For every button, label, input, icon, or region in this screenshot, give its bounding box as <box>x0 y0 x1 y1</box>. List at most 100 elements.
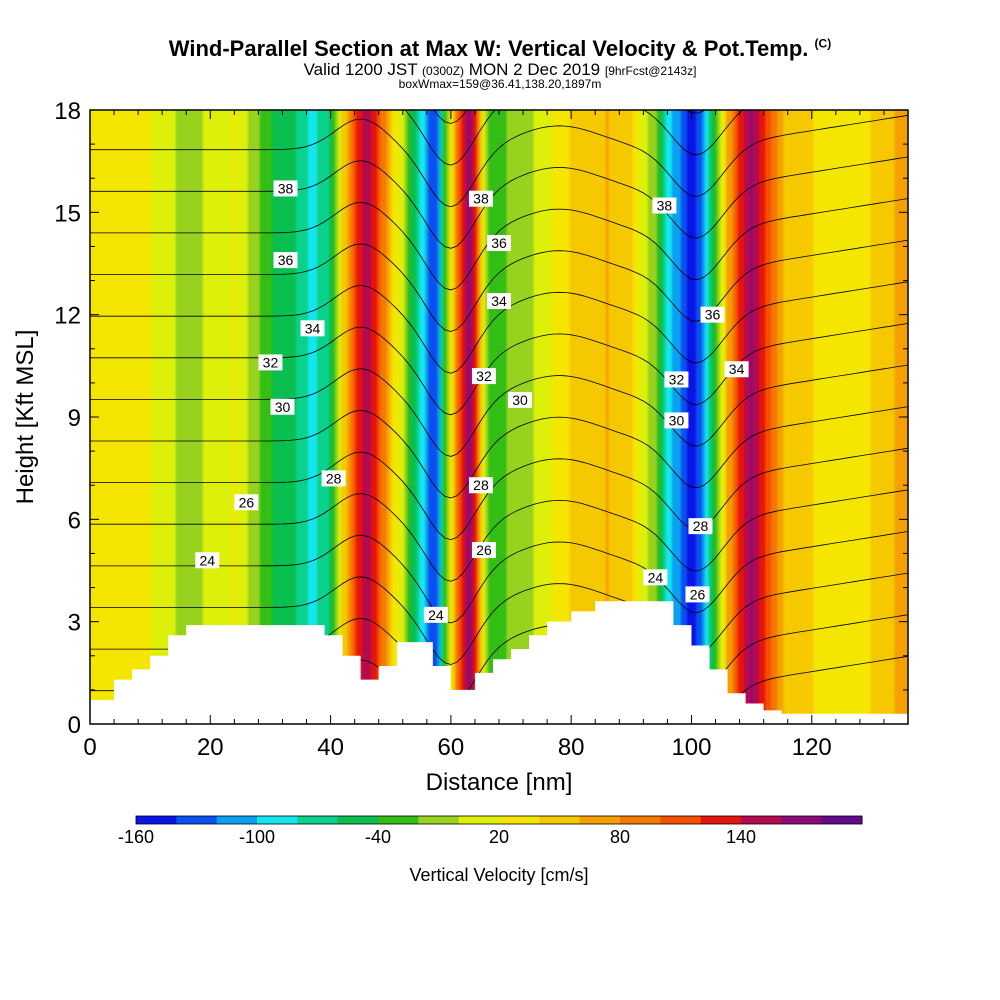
y-tick-label: 3 <box>68 610 81 637</box>
contour-label-text: 34 <box>729 361 745 377</box>
theta-contour-line <box>90 406 908 499</box>
contour-label-bg <box>195 552 220 569</box>
contour-label: 34 <box>487 293 511 310</box>
colorbar-swatch <box>660 816 702 824</box>
contour-label: 34 <box>724 361 749 378</box>
colorbar-swatch <box>297 816 339 824</box>
colorbar-swatch <box>539 816 581 824</box>
contour-labels: 38 36 34 32 30 28 26 24 38 36 34 32 30 28 26 24 38 36 34 32… <box>195 180 749 623</box>
contour-label-bg <box>487 235 511 252</box>
contour-label-text: 38 <box>278 180 294 196</box>
contour-label-text: 36 <box>278 252 294 268</box>
colorbar-tick-label: 20 <box>489 827 509 847</box>
contour-label-bg <box>468 190 493 207</box>
x-tick-label: 60 <box>438 734 465 761</box>
contour-label-text: 36 <box>491 235 507 251</box>
colorbar-swatch <box>216 816 258 824</box>
contour-label: 34 <box>300 320 325 337</box>
theta-contour-line <box>90 447 908 541</box>
contour-label-text: 36 <box>705 307 721 323</box>
y-tick-label: 15 <box>54 200 81 227</box>
contour-label: 32 <box>664 371 689 388</box>
colorbar-tick-label: 80 <box>610 827 630 847</box>
contour-label-text: 34 <box>491 293 507 309</box>
x-tick-label: 0 <box>83 734 96 761</box>
chart-title-text: Wind-Parallel Section at Max W: Vertical… <box>168 36 809 61</box>
contour-label: 38 <box>468 190 493 207</box>
contour-label-bg <box>300 320 325 337</box>
contour-label-bg <box>468 477 493 494</box>
colorbar-swatch <box>499 816 540 824</box>
colorbar-swatch <box>378 816 419 824</box>
contour-label-text: 32 <box>263 354 279 370</box>
colorbar-swatch <box>176 816 218 824</box>
contour-label: 24 <box>195 552 220 569</box>
valid-utc: (0300Z) <box>422 64 465 78</box>
colorbar-swatch <box>700 816 742 824</box>
colorbar-swatch <box>620 816 661 824</box>
x-tick-label: 120 <box>792 734 832 761</box>
colorbar-swatch <box>821 816 863 824</box>
contour-label-bg <box>321 470 346 487</box>
contour-label: 32 <box>258 354 283 371</box>
contour-label: 26 <box>685 586 710 603</box>
contour-label: 36 <box>273 252 298 269</box>
contour-label: 30 <box>508 391 533 408</box>
contour-label-bg <box>685 586 710 603</box>
contour-label: 28 <box>321 470 346 487</box>
valid-prefix: Valid 1200 JST <box>303 60 418 79</box>
contour-label-text: 34 <box>305 320 321 336</box>
y-tick-label: 6 <box>68 507 81 534</box>
contour-label-bg <box>258 354 283 371</box>
contour-label: 30 <box>270 398 295 415</box>
y-tick-label: 12 <box>54 303 81 330</box>
contour-label-text: 26 <box>690 586 706 602</box>
colorbar-swatch <box>781 816 823 824</box>
contour-label: 26 <box>471 542 496 559</box>
contour-label-bg <box>423 606 448 623</box>
contour-label-bg <box>652 197 677 214</box>
colorbar-swatch <box>741 816 782 824</box>
contour-label-bg <box>273 180 298 197</box>
contour-label: 24 <box>643 569 668 586</box>
x-tick-label: 20 <box>197 734 224 761</box>
contour-label: 24 <box>423 606 448 623</box>
valid-time-line: Valid 1200 JST (0300Z) MON 2 Dec 2019 [9… <box>0 60 1000 80</box>
contour-label-bg <box>664 371 689 388</box>
contour-label-bg <box>487 293 511 310</box>
contour-label-bg <box>688 518 713 535</box>
x-tick-label: 40 <box>317 734 344 761</box>
contour-label: 28 <box>468 477 493 494</box>
vertical-velocity-field <box>90 110 908 724</box>
colorbar-swatch <box>337 816 379 824</box>
x-axis-label: Distance [nm] <box>426 769 573 796</box>
forecast-info: [9hrFcst@2143z] <box>604 64 697 78</box>
theta-contour-line <box>90 156 908 249</box>
contour-label-bg <box>664 412 689 429</box>
contour-label-text: 30 <box>669 412 685 428</box>
terrain <box>90 601 908 724</box>
contour-label-text: 24 <box>648 569 664 585</box>
contour-label-bg <box>508 391 533 408</box>
x-tick-label: 80 <box>558 734 585 761</box>
colorbar-tick-label: 140 <box>726 827 756 847</box>
contour-label-bg <box>270 398 295 415</box>
contour-label-text: 32 <box>476 368 492 384</box>
contour-label-bg <box>234 494 259 511</box>
contour-label-text: 38 <box>657 198 673 214</box>
contour-label-text: 30 <box>512 392 528 408</box>
theta-contour-line <box>90 198 908 291</box>
contour-label-text: 28 <box>473 477 489 493</box>
theta-contour-line <box>90 364 908 457</box>
contour-label-text: 38 <box>473 191 489 207</box>
contour-label-bg <box>471 542 496 559</box>
contour-label-text: 28 <box>326 470 342 486</box>
colorbar-swatch <box>458 816 500 824</box>
contour-label-bg <box>643 569 668 586</box>
contour-label-bg <box>724 361 749 378</box>
valid-date: MON 2 Dec 2019 <box>468 60 601 79</box>
theta-contour-line <box>90 572 908 665</box>
colorbar-swatch <box>257 816 298 824</box>
colorbar-tick-label: -100 <box>239 827 275 847</box>
